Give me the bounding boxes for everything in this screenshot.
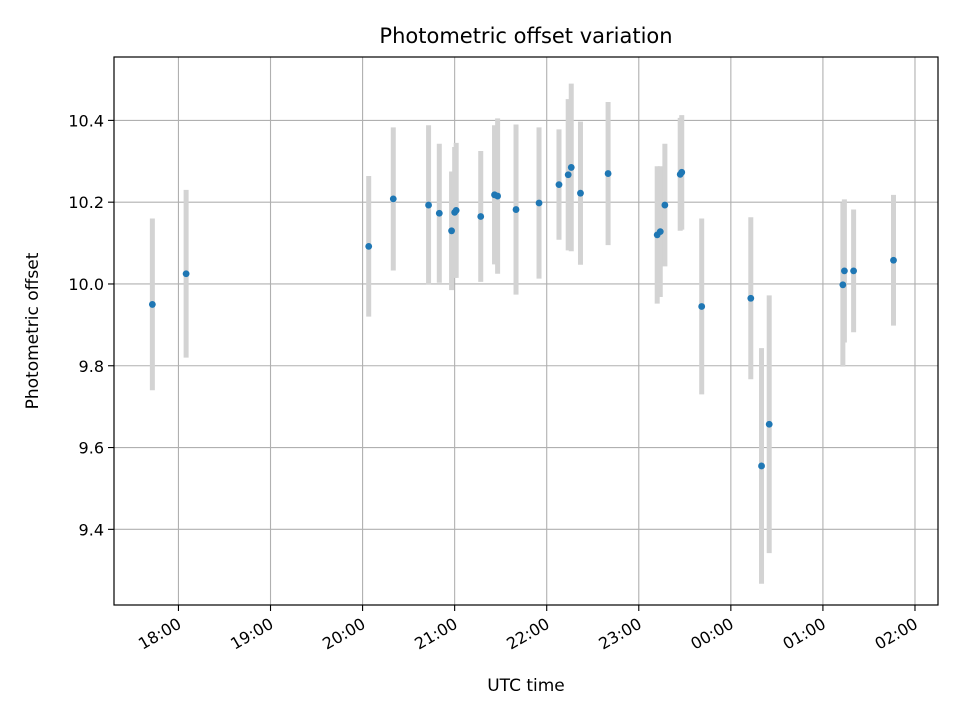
data-point-26 bbox=[758, 462, 765, 470]
data-point-9 bbox=[477, 213, 485, 220]
data-point-25 bbox=[747, 294, 755, 302]
data-point-6 bbox=[448, 227, 455, 235]
y-axis-label: Photometric offset bbox=[23, 252, 43, 409]
data-point-12 bbox=[512, 206, 520, 213]
data-point-4 bbox=[425, 201, 432, 209]
data-point-24 bbox=[698, 303, 706, 310]
data-point-15 bbox=[564, 171, 572, 179]
y-tick-label: 9.8 bbox=[79, 357, 104, 376]
data-point-20 bbox=[656, 228, 664, 236]
data-point-5 bbox=[435, 209, 443, 217]
data-point-8 bbox=[452, 206, 460, 214]
y-tick-label: 10.4 bbox=[68, 111, 104, 130]
y-tick-label: 9.4 bbox=[79, 520, 104, 539]
grid bbox=[114, 57, 938, 605]
plot-area-frame bbox=[113, 56, 939, 606]
data-points bbox=[148, 164, 897, 470]
data-point-13 bbox=[535, 199, 543, 207]
y-tick-label: 10.2 bbox=[68, 193, 104, 212]
data-point-17 bbox=[577, 189, 584, 197]
chart-title: Photometric offset variation bbox=[379, 24, 672, 48]
data-point-1 bbox=[182, 270, 190, 278]
data-point-28 bbox=[839, 281, 847, 289]
data-point-16 bbox=[567, 164, 575, 171]
y-tick-label: 10.0 bbox=[68, 275, 104, 294]
data-point-3 bbox=[389, 195, 397, 203]
y-tick-label: 9.6 bbox=[79, 439, 104, 458]
data-point-30 bbox=[850, 267, 858, 275]
data-point-21 bbox=[661, 201, 669, 209]
data-point-29 bbox=[840, 267, 848, 275]
data-point-11 bbox=[494, 192, 502, 200]
x-axis-label: UTC time bbox=[487, 676, 565, 696]
data-point-18 bbox=[604, 170, 612, 177]
data-point-2 bbox=[365, 242, 373, 250]
data-point-27 bbox=[765, 420, 773, 428]
data-point-14 bbox=[555, 181, 563, 188]
data-point-31 bbox=[890, 256, 897, 264]
data-point-23 bbox=[678, 168, 686, 176]
data-point-0 bbox=[148, 301, 156, 308]
